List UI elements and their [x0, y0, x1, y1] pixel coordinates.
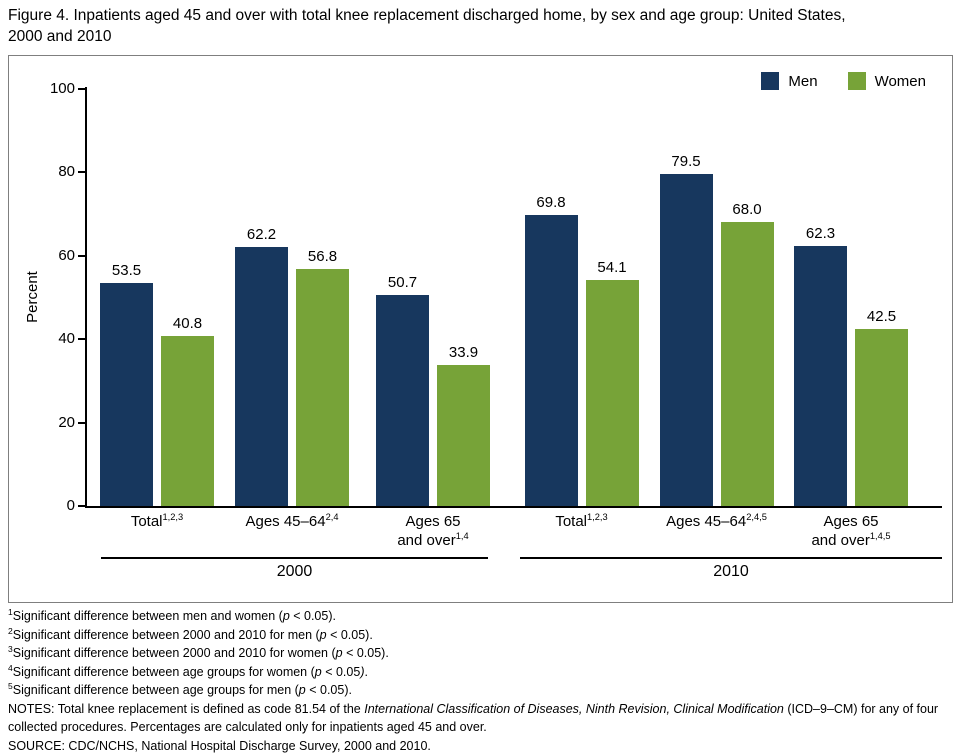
page-title-line2: 2000 and 2010 [8, 28, 112, 45]
footnotes-block: 1Significant difference between men and … [8, 607, 954, 755]
y-tick [78, 338, 85, 341]
y-tick [78, 171, 85, 174]
bar-value-label: 42.5 [866, 307, 897, 325]
bar-women-3 [585, 280, 639, 506]
page-title-line1: Figure 4. Inpatients aged 45 and over wi… [8, 7, 846, 24]
y-tick-label: 40 [58, 330, 75, 348]
footnote: 2Significant difference between 2000 and… [8, 625, 373, 642]
year-divider-line [101, 557, 488, 559]
x-axis-line [85, 506, 942, 508]
x-category-label: Ages 45–642,4 [245, 512, 339, 530]
year-label: 2000 [276, 563, 313, 580]
y-tick [78, 421, 85, 424]
bar-value-label: 50.7 [387, 273, 418, 291]
page-title: Figure 4. Inpatients aged 45 and over wi… [8, 5, 956, 47]
legend-swatch-men [761, 72, 780, 90]
bar-value-label: 69.8 [536, 193, 566, 211]
bar-women-2 [437, 364, 490, 506]
y-tick-label: 60 [58, 246, 75, 264]
notes-text: NOTES: Total knee replacement is defined… [8, 701, 939, 735]
x-category-label: Ages 65 and over1,4 [397, 513, 469, 549]
y-tick-label: 20 [58, 413, 75, 431]
x-category-label: Ages 45–642,4,5 [666, 512, 767, 530]
bar-value-label: 68.0 [732, 201, 762, 219]
footnote: 3Significant difference between 2000 and… [8, 643, 389, 660]
bar-women-4 [720, 222, 774, 506]
y-tick-label: 100 [49, 80, 75, 97]
x-category-label: Ages 65 and over1,4,5 [811, 513, 891, 549]
bar-value-label: 54.1 [597, 259, 627, 277]
y-tick-label: 80 [58, 163, 75, 181]
bar-men-0 [100, 282, 153, 506]
legend-label-men: Men [788, 72, 818, 90]
year-label: 2010 [713, 563, 749, 580]
y-tick [78, 88, 85, 90]
bar-women-5 [855, 328, 908, 506]
bar-men-3 [524, 214, 578, 506]
bar-men-1 [235, 246, 288, 506]
plot-area: Percent 0 20 40 60 80 100 Men Women 53.5 62.2 5… [9, 56, 952, 602]
y-tick [78, 254, 85, 257]
legend: Men Women [761, 72, 926, 90]
bar-men-2 [376, 294, 429, 506]
legend-item-women: Women [847, 72, 926, 90]
bar-women-1 [296, 269, 349, 506]
bar-value-label: 62.3 [805, 225, 836, 243]
y-tick [78, 505, 85, 507]
footnote: 4Significant difference between age grou… [8, 662, 368, 679]
bar-value-label: 79.5 [671, 153, 701, 171]
bar-value-label: 33.9 [448, 343, 479, 361]
bar-women-0 [161, 335, 214, 506]
footnote: 1Significant difference between men and … [8, 606, 336, 623]
source-text: SOURCE: CDC/NCHS, National Hospital Disc… [8, 738, 431, 753]
legend-item-men: Men [761, 72, 818, 90]
x-category-label: Total1,2,3 [130, 512, 184, 530]
footnotes: 1Significant difference between men and … [8, 607, 954, 700]
year-divider-line [520, 557, 942, 559]
legend-label-women: Women [874, 72, 926, 90]
bar-value-label: 56.8 [307, 248, 338, 266]
bar-value-label: 53.5 [111, 261, 142, 279]
y-tick-label: 0 [66, 497, 75, 514]
chart-frame: Percent 0 20 40 60 80 100 Men Women 53.5 62.2 5… [8, 55, 953, 603]
legend-swatch-women [847, 72, 866, 90]
footnote: 5Significant difference between age grou… [8, 680, 352, 697]
y-axis-line [85, 87, 87, 508]
x-category-label: Total1,2,3 [555, 512, 608, 530]
y-axis-title: Percent [24, 271, 41, 323]
bar-value-label: 62.2 [246, 225, 277, 243]
bar-men-5 [794, 246, 847, 506]
bar-men-4 [659, 174, 713, 506]
bar-value-label: 40.8 [172, 314, 203, 332]
